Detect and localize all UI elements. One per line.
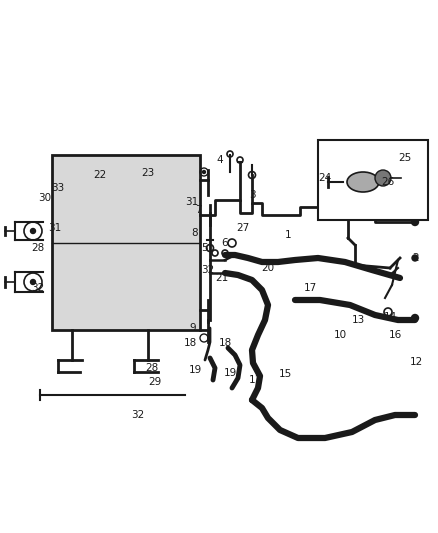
Text: 27: 27 bbox=[237, 223, 250, 233]
Text: 23: 23 bbox=[141, 168, 155, 178]
Circle shape bbox=[202, 171, 205, 174]
Text: 22: 22 bbox=[93, 170, 106, 180]
Text: 10: 10 bbox=[333, 330, 346, 340]
Circle shape bbox=[412, 255, 418, 261]
Bar bbox=[318, 140, 428, 220]
Text: 9: 9 bbox=[190, 323, 196, 333]
Circle shape bbox=[411, 219, 418, 225]
Text: 32: 32 bbox=[201, 265, 215, 275]
Circle shape bbox=[31, 279, 35, 285]
Text: 31: 31 bbox=[48, 223, 62, 233]
Text: 17: 17 bbox=[304, 283, 317, 293]
Text: 24: 24 bbox=[318, 173, 332, 183]
Circle shape bbox=[375, 170, 391, 186]
Text: 18: 18 bbox=[184, 338, 197, 348]
Circle shape bbox=[411, 314, 418, 321]
Text: 2: 2 bbox=[413, 253, 419, 263]
Text: 19: 19 bbox=[188, 365, 201, 375]
Text: 16: 16 bbox=[389, 330, 402, 340]
Text: 28: 28 bbox=[32, 243, 45, 253]
Text: 6: 6 bbox=[222, 238, 228, 248]
Text: 11: 11 bbox=[248, 375, 261, 385]
Text: 7: 7 bbox=[194, 205, 201, 215]
Text: 14: 14 bbox=[383, 312, 397, 322]
Text: 25: 25 bbox=[399, 153, 412, 163]
Text: 5: 5 bbox=[201, 243, 208, 253]
Text: 20: 20 bbox=[261, 263, 275, 273]
Text: 31: 31 bbox=[185, 197, 198, 207]
Text: 13: 13 bbox=[351, 315, 364, 325]
Text: 1: 1 bbox=[285, 230, 291, 240]
Text: 3: 3 bbox=[249, 190, 255, 200]
Text: 8: 8 bbox=[192, 228, 198, 238]
Text: 32: 32 bbox=[131, 410, 145, 420]
Text: 26: 26 bbox=[381, 177, 395, 187]
Text: 32: 32 bbox=[32, 283, 45, 293]
Bar bbox=[52, 155, 200, 330]
Ellipse shape bbox=[347, 172, 379, 192]
Text: 12: 12 bbox=[410, 357, 423, 367]
Text: 33: 33 bbox=[51, 183, 65, 193]
Text: 21: 21 bbox=[215, 273, 229, 283]
Text: 15: 15 bbox=[279, 369, 292, 379]
Text: 19: 19 bbox=[223, 368, 237, 378]
Text: 29: 29 bbox=[148, 377, 162, 387]
Text: 4: 4 bbox=[217, 155, 223, 165]
Text: 18: 18 bbox=[219, 338, 232, 348]
Circle shape bbox=[31, 229, 35, 233]
Text: 28: 28 bbox=[145, 363, 159, 373]
Text: 30: 30 bbox=[39, 193, 52, 203]
